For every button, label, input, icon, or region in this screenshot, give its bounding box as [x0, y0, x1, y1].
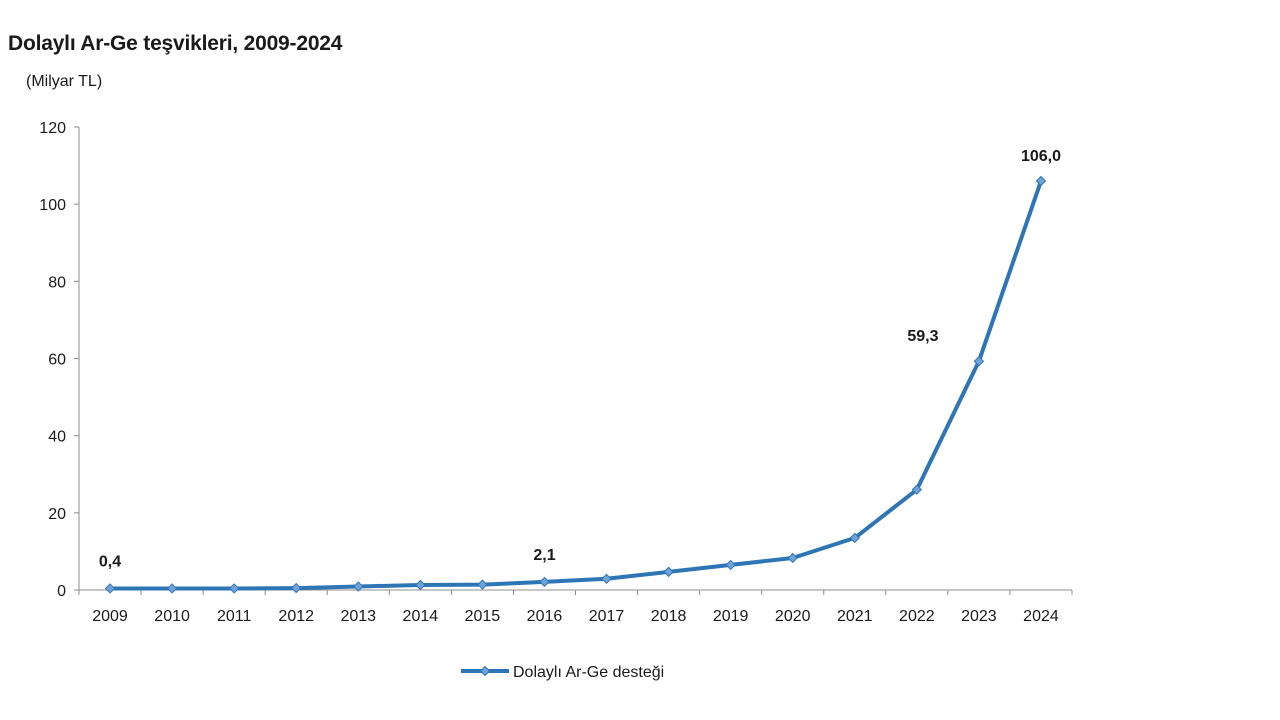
- x-tick-label: 2011: [217, 608, 252, 625]
- legend-marker: [479, 665, 491, 677]
- data-point: [228, 583, 240, 594]
- x-tick-label: 2012: [278, 608, 314, 625]
- x-tick-label: 2016: [527, 608, 563, 625]
- data-label: 59,3: [907, 328, 938, 345]
- data-point: [973, 355, 985, 367]
- data-point: [601, 573, 612, 585]
- x-tick-label: 2017: [589, 608, 625, 625]
- x-tick-label: 2013: [340, 608, 376, 625]
- series-layer: [104, 175, 1047, 594]
- legend-label: Dolaylı Ar-Ge desteği: [513, 664, 664, 681]
- legend: Dolaylı Ar-Ge desteği: [461, 664, 664, 681]
- data-point: [725, 559, 736, 571]
- data-point: [663, 566, 674, 578]
- data-point: [1035, 175, 1047, 187]
- data-label: 2,1: [533, 547, 555, 564]
- x-tick-label: 2023: [961, 608, 997, 625]
- x-tick-label: 2019: [713, 608, 749, 625]
- data-point: [415, 579, 426, 591]
- x-tick-label: 2021: [837, 608, 873, 625]
- data-point: [166, 583, 178, 594]
- x-tick-label: 2018: [651, 608, 687, 625]
- y-tick-label: 0: [57, 583, 66, 600]
- x-tick-label: 2024: [1023, 608, 1059, 625]
- data-point: [849, 532, 860, 544]
- y-tick-label: 80: [48, 274, 66, 291]
- data-label: 106,0: [1021, 148, 1061, 165]
- data-point: [477, 579, 488, 590]
- y-axis: 0 20 40 60 80 100 120: [39, 120, 80, 600]
- x-tick-label: 2022: [899, 608, 935, 625]
- x-axis: 2009 2010 2011 2012 2013 2014 2015 2016 2017 2018…: [78, 589, 1073, 625]
- data-point: [104, 583, 116, 594]
- data-point: [787, 552, 798, 564]
- data-label: 0,4: [99, 553, 121, 570]
- x-tick-label: 2014: [403, 608, 439, 625]
- chart-unit-label: (Milyar TL): [26, 73, 103, 90]
- y-tick-label: 20: [48, 506, 66, 523]
- y-tick-label: 120: [39, 120, 66, 137]
- x-tick-label: 2015: [465, 608, 501, 625]
- data-labels-layer: 0,4 2,1 59,3 106,0: [99, 148, 1061, 570]
- y-tick-label: 100: [39, 197, 66, 214]
- data-point: [353, 581, 364, 592]
- y-tick-label: 60: [48, 352, 66, 369]
- data-point: [291, 582, 302, 594]
- data-point: [911, 484, 923, 495]
- data-point: [539, 576, 550, 588]
- chart-title: Dolaylı Ar-Ge teşvikleri, 2009-2024: [8, 32, 343, 55]
- y-tick-label: 40: [48, 429, 66, 446]
- x-tick-label: 2020: [775, 608, 811, 625]
- x-tick-label: 2010: [154, 608, 190, 625]
- series-line: [108, 179, 1043, 591]
- x-tick-label: 2009: [92, 608, 128, 625]
